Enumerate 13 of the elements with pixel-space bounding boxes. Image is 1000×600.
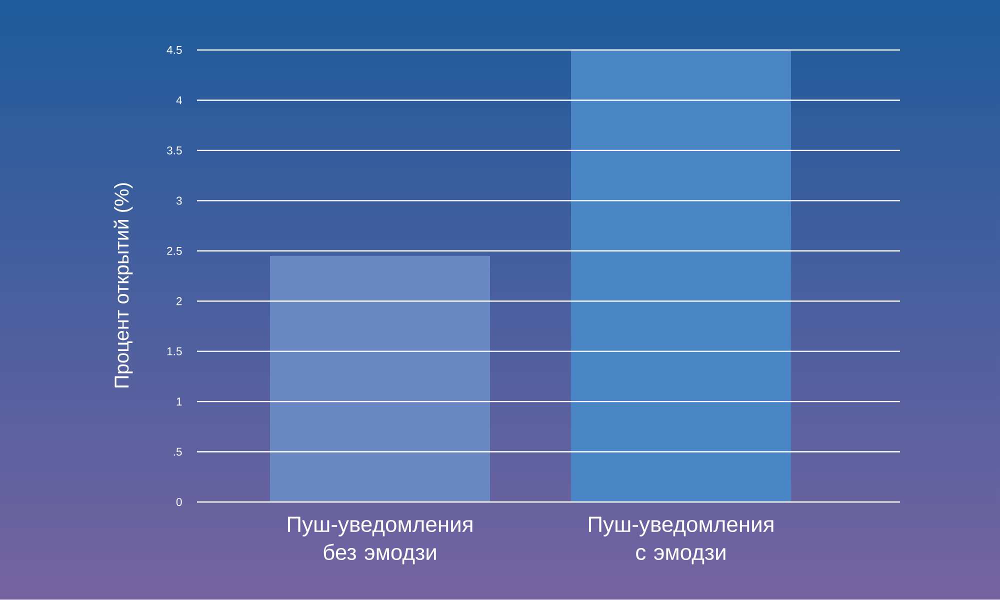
y-axis-title: Процент открытий (%) <box>114 183 133 388</box>
y-tick-label: 0 <box>176 498 182 506</box>
x-tick-label: Пуш-уведомления с эмодзи <box>588 516 774 564</box>
y-tick-label: 3.5 <box>166 146 182 154</box>
y-tick-label: 1 <box>176 398 182 406</box>
x-tick-label: Пуш-уведомления без эмодзи <box>288 516 472 564</box>
y-tick-label: .5 <box>174 448 182 456</box>
y-tick-label: 4.5 <box>166 46 182 54</box>
y-tick-label: 1.5 <box>167 347 182 356</box>
y-tick-label: 2 <box>176 297 182 306</box>
y-tick-label: 4 <box>176 96 182 104</box>
y-tick-label: 3 <box>176 196 182 205</box>
y-tick-label: 2.5 <box>167 246 182 255</box>
